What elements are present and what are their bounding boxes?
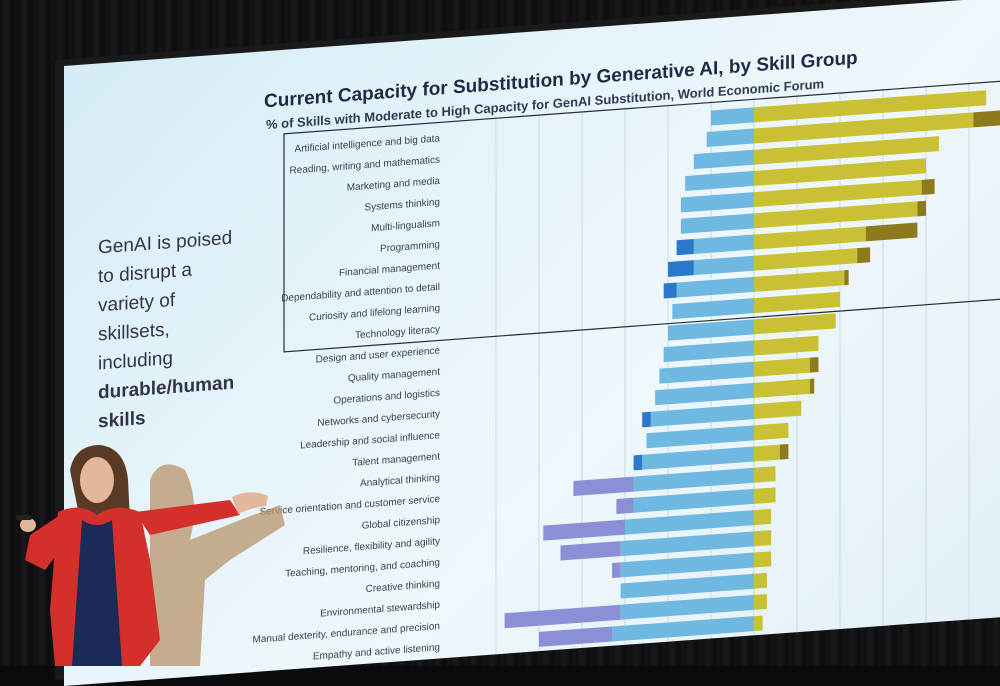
bar-right-brown [809, 378, 815, 394]
bar-left-light [620, 531, 755, 557]
bar-left-dark [504, 604, 621, 629]
bar-right-brown [921, 178, 935, 195]
bar-left-light [706, 128, 755, 148]
bar-right-gold [754, 179, 922, 208]
bar-left-light [633, 488, 754, 513]
bar-right-brown [844, 269, 849, 286]
bar-right-gold [754, 530, 772, 547]
bar-right-gold [754, 226, 866, 250]
bar-left-light [685, 170, 755, 191]
bar-left-light [620, 594, 755, 620]
bar-left-dark [539, 626, 613, 647]
presenter-shadow [150, 464, 285, 666]
presenter-left-hand [20, 518, 36, 532]
bar-right-brown [779, 444, 789, 460]
bar-right-gold [754, 422, 789, 441]
bar-left-light [620, 552, 755, 578]
bar-left-light [693, 149, 754, 170]
presenter-right-arm [135, 500, 240, 535]
bar-left-dark [560, 541, 621, 561]
bar-left-dark [676, 238, 694, 256]
bar-left-dark [663, 282, 677, 299]
presenter-face [80, 457, 114, 503]
bar-right-gold [754, 136, 939, 165]
category-label: Multi-lingualism [371, 218, 440, 234]
bar-right-gold [754, 90, 987, 123]
presenter-dress [72, 520, 122, 666]
bar-right-gold [754, 313, 836, 335]
bar-left-light [663, 340, 755, 363]
bar-right-gold [754, 270, 845, 292]
bar-right-gold [754, 444, 780, 462]
bar-left-dark [573, 476, 634, 496]
bar-left-light [655, 382, 754, 406]
bar-right-gold [754, 357, 810, 377]
presenter-right-hand [232, 492, 268, 514]
bar-left-light [676, 276, 754, 298]
projection-screen: Current Capacity for Substitution by Gen… [64, 0, 1000, 686]
bar-right-gold [754, 248, 858, 271]
bar-left-light [642, 446, 755, 470]
bar-right-gold [754, 572, 767, 589]
bar-right-brown [917, 200, 927, 217]
bar-left-light [612, 616, 754, 642]
bar-left-dark [668, 260, 694, 278]
category-label: Creative thinking [366, 579, 440, 595]
bar-left-dark [616, 497, 634, 515]
presenter-left-arm [25, 515, 62, 570]
bar-left-light [659, 361, 755, 384]
bar-left-light [650, 404, 754, 427]
bar-left-light [680, 192, 755, 213]
bar-right-brown [973, 109, 1000, 128]
bar-right-brown [865, 222, 918, 242]
bar-left-dark [612, 562, 621, 578]
bar-right-brown [809, 356, 819, 373]
bar-right-gold [754, 158, 926, 186]
bar-left-light [646, 425, 754, 449]
skill-bar-chart: Artificial intelligence and big dataRead… [253, 77, 1000, 667]
bar-right-gold [754, 112, 974, 144]
bar-right-gold [754, 593, 767, 610]
bar-right-gold [754, 400, 802, 420]
bar-left-dark [642, 411, 651, 428]
bar-right-gold [754, 508, 772, 526]
bar-left-light [693, 234, 754, 254]
category-label: Programming [380, 239, 440, 254]
bar-right-gold [754, 551, 772, 568]
bar-right-gold [754, 291, 840, 314]
bar-right-gold [754, 201, 918, 229]
bar-right-gold [754, 335, 819, 356]
bar-left-light [711, 107, 754, 126]
bar-left-light [693, 255, 754, 276]
bar-right-gold [754, 615, 763, 632]
bar-left-light [680, 213, 755, 234]
bar-left-light [672, 298, 754, 320]
presenter [16, 445, 285, 666]
bar-right-gold [754, 466, 776, 483]
presentation-clicker [16, 515, 32, 520]
bar-right-gold [754, 378, 810, 398]
bar-right-gold [754, 487, 776, 504]
bar-left-dark [633, 454, 643, 471]
highlight-box [283, 77, 1000, 353]
bar-left-dark [543, 519, 625, 541]
bar-left-light [625, 510, 754, 535]
bar-right-brown [857, 247, 871, 264]
bar-left-light [668, 319, 754, 341]
bar-left-light [620, 573, 755, 599]
bar-left-light [633, 467, 754, 492]
